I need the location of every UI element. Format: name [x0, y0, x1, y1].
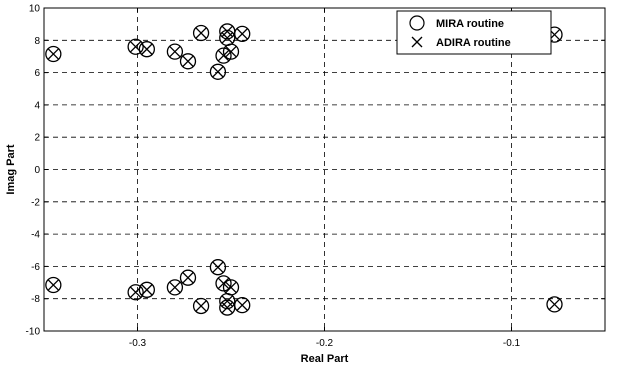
adira-point — [225, 45, 237, 58]
mira-point — [166, 279, 184, 296]
adira-point — [221, 25, 233, 38]
mira-point — [209, 259, 227, 276]
y-tick-label: -4 — [31, 230, 40, 241]
y-tick-label: 4 — [34, 100, 40, 111]
adira-point — [236, 299, 248, 311]
axis-ticks: -10 -8 -6 -4 -2 0 2 4 6 8 10 -0.3 -0.2 -0.1 — [26, 4, 605, 349]
y-axis-title: Imag Part — [5, 144, 17, 194]
adira-point — [212, 66, 224, 78]
adira-point — [141, 284, 153, 296]
mira-point — [546, 296, 563, 313]
y-tick-label: 6 — [34, 68, 40, 79]
legend-circle-marker — [409, 15, 425, 31]
y-tick-label: 8 — [34, 36, 40, 47]
adira-point — [217, 277, 230, 290]
y-tick-label: -8 — [31, 294, 40, 305]
mira-point — [222, 279, 240, 296]
mira-point — [166, 43, 184, 60]
mira-point — [45, 45, 62, 63]
mira-point — [192, 24, 210, 42]
adira-point — [548, 298, 561, 311]
mira-point — [234, 25, 251, 42]
y-tick-label: 10 — [29, 4, 41, 15]
adira-point — [129, 41, 142, 53]
adira-point — [182, 55, 194, 67]
mira-point — [192, 297, 210, 315]
y-tick-label: -10 — [26, 327, 41, 338]
mira-point — [234, 297, 251, 314]
marks — [45, 23, 563, 316]
x-tick-label: -0.1 — [503, 338, 521, 349]
adira-point — [225, 281, 237, 294]
adira-point — [221, 301, 233, 314]
adira-point — [195, 27, 207, 39]
adira-point — [212, 261, 224, 273]
mira-point — [127, 38, 144, 55]
mira-point — [45, 276, 62, 294]
mira-point — [138, 281, 156, 298]
mira-point — [179, 269, 197, 286]
legend: MIRA routine ADIRA routine — [396, 10, 552, 55]
x-axis-title: Real Part — [301, 353, 349, 365]
adira-point — [47, 279, 60, 291]
adira-point — [47, 48, 60, 60]
adira-point — [195, 300, 207, 312]
x-tick-label: -0.3 — [129, 338, 147, 349]
mira-point — [222, 43, 240, 60]
adira-point — [169, 45, 181, 58]
adira-point — [141, 43, 153, 55]
adira-point — [217, 49, 230, 62]
y-tick-label: 0 — [34, 165, 40, 176]
grid — [44, 8, 605, 331]
mira-point — [215, 47, 232, 64]
mira-point — [138, 41, 156, 58]
mira-point — [209, 63, 227, 80]
legend-label-mira: MIRA routine — [436, 18, 504, 30]
y-tick-label: 2 — [34, 133, 40, 144]
y-tick-label: -6 — [31, 262, 40, 273]
adira-point — [182, 272, 194, 284]
mira-point — [127, 284, 144, 301]
y-tick-label: -2 — [31, 197, 40, 208]
adira-point — [236, 28, 248, 40]
legend-x-marker — [411, 36, 423, 48]
mira-point — [215, 275, 232, 292]
adira-point — [129, 286, 142, 298]
legend-label-adira: ADIRA routine — [436, 37, 511, 49]
mira-point — [179, 53, 197, 70]
x-tick-label: -0.2 — [316, 338, 334, 349]
adira-point — [169, 281, 181, 294]
